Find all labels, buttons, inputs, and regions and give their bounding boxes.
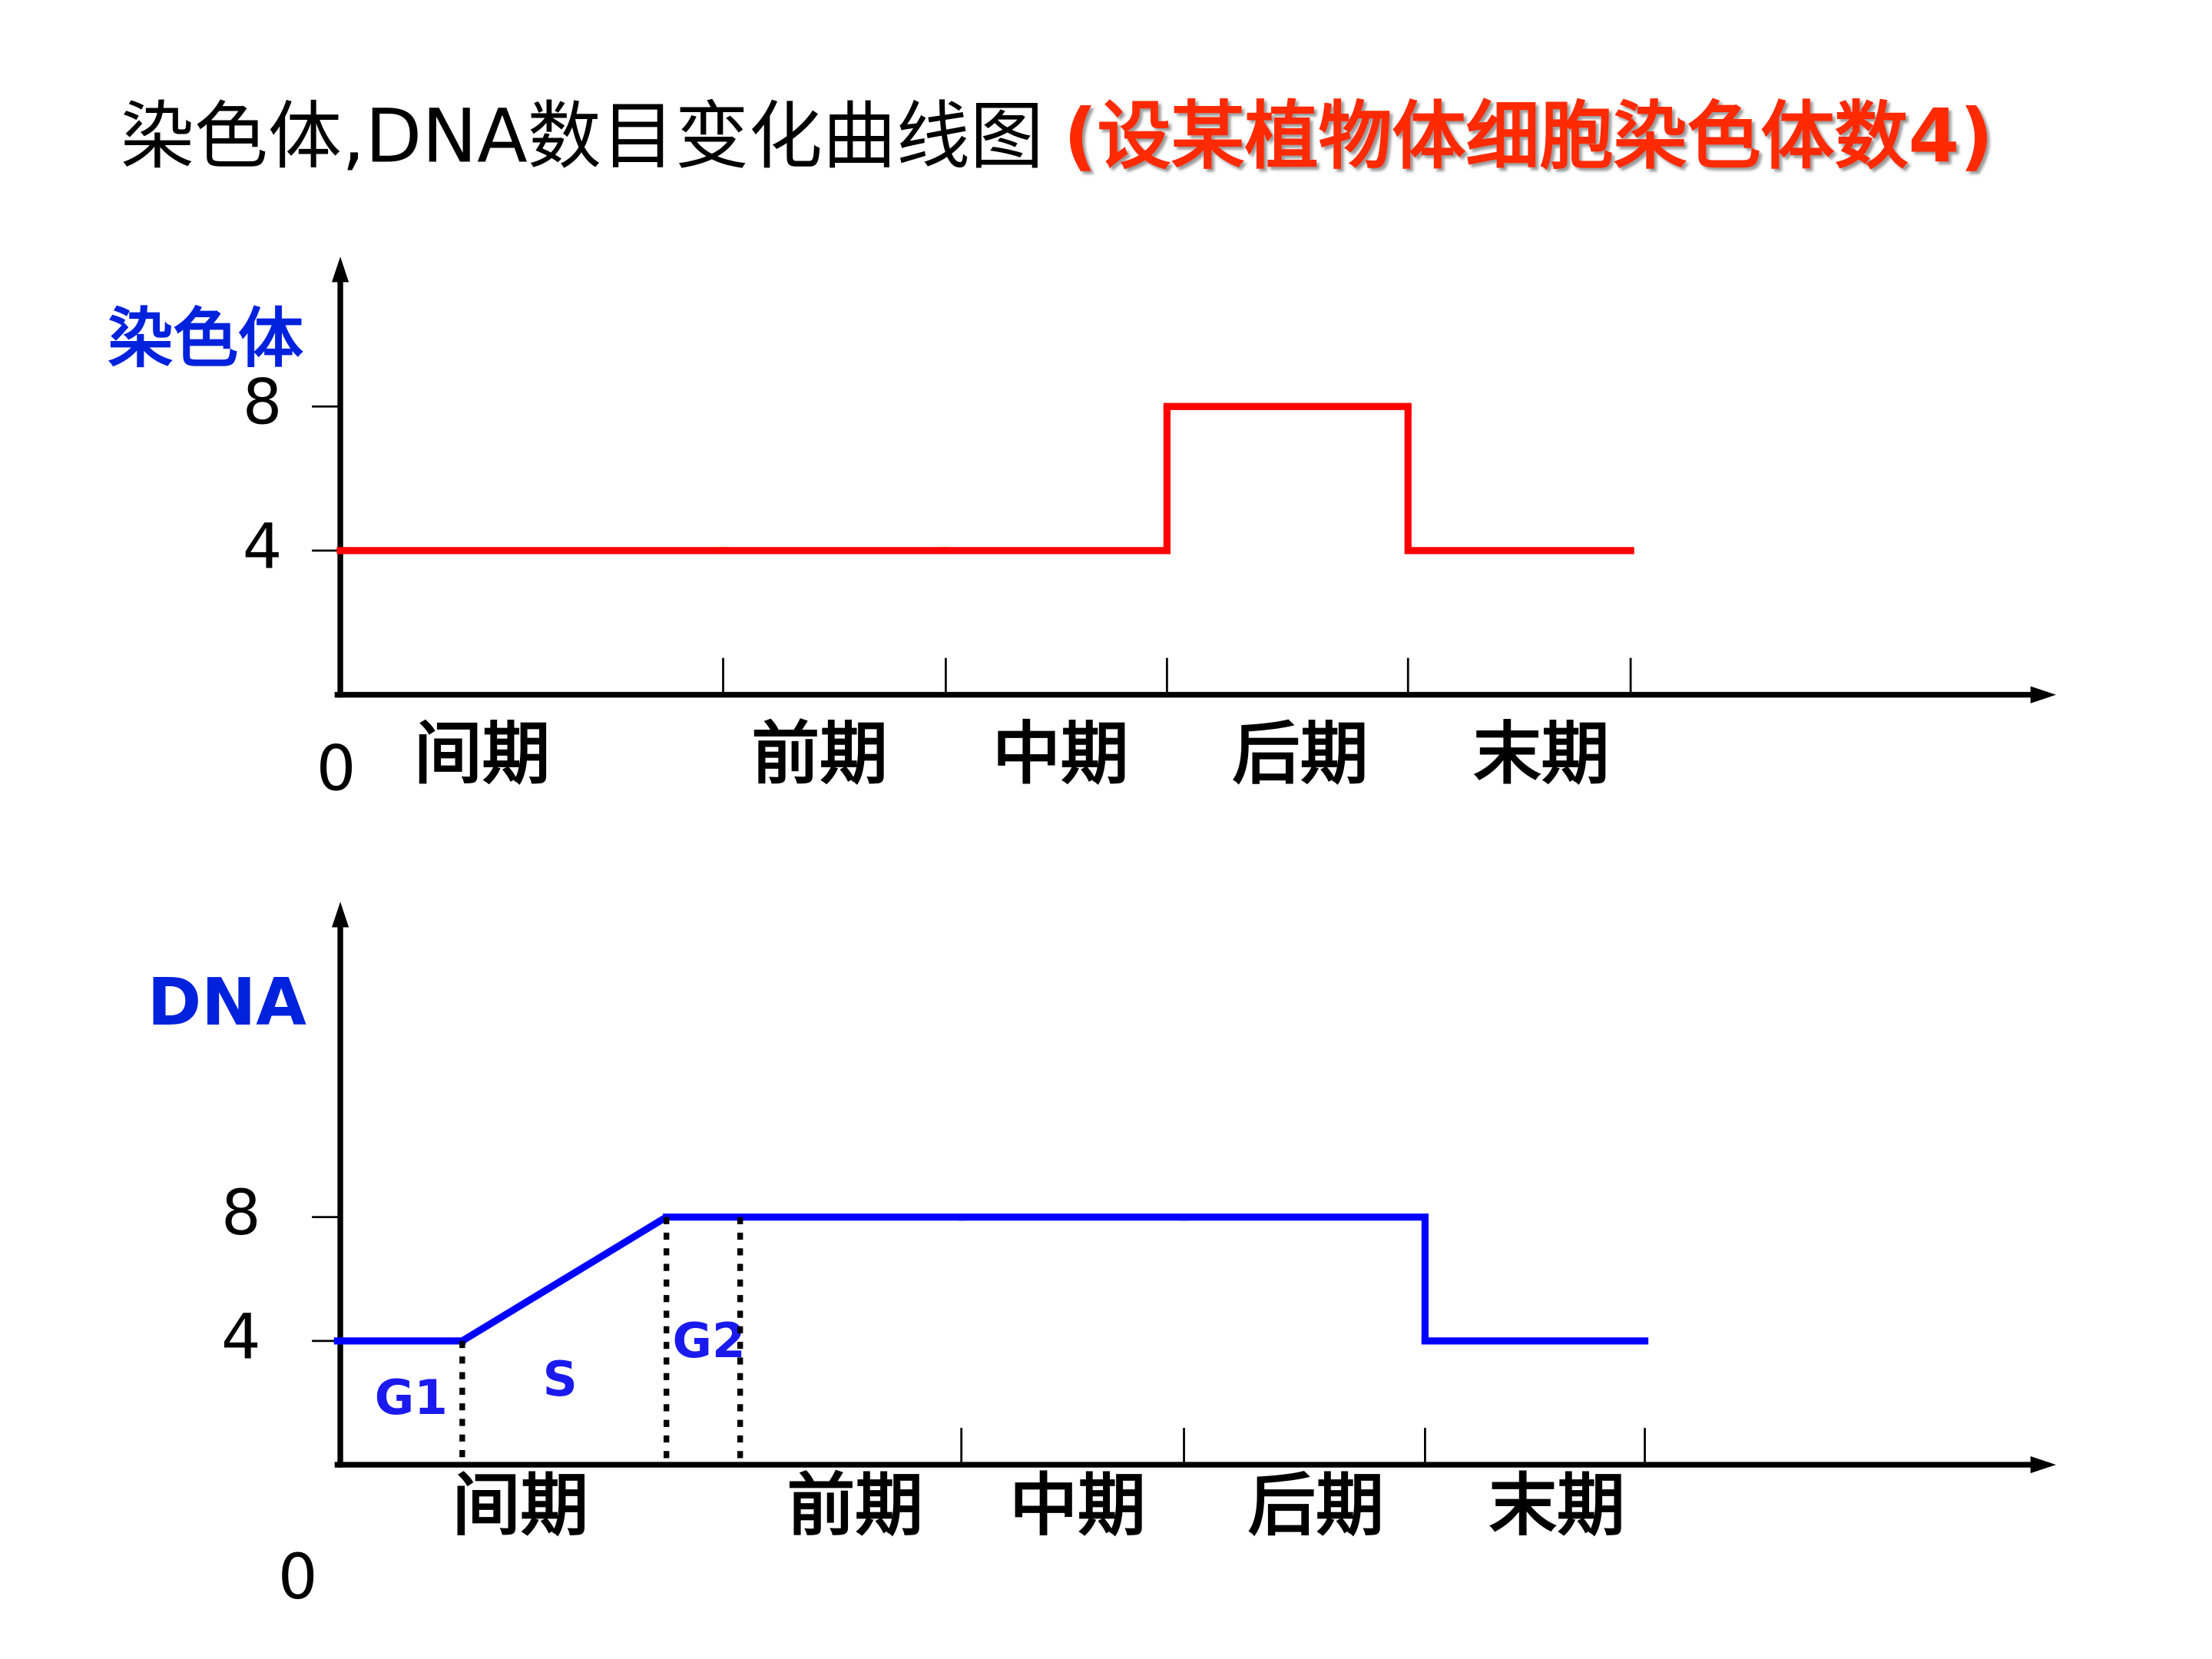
y-axis-label: DNA xyxy=(147,965,307,1041)
title-main: 染色体,DNA数目变化曲线图 xyxy=(121,94,1044,180)
ramp-segment xyxy=(459,1213,671,1345)
y-tick-label: 8 xyxy=(221,1177,261,1250)
y-axis-arrow xyxy=(332,257,349,283)
y-tick-label: 8 xyxy=(243,367,283,439)
y-axis-arrow xyxy=(332,902,349,928)
stage-label: G1 xyxy=(375,1369,448,1426)
x-axis-arrow xyxy=(2030,686,2056,704)
x-tick-label: 末期 xyxy=(1488,1466,1624,1545)
y-tick-label: 4 xyxy=(221,1301,261,1373)
x-axis-arrow xyxy=(2030,1456,2056,1474)
x-tick-label: 后期 xyxy=(1248,1466,1384,1545)
x-tick-label: 中期 xyxy=(992,714,1128,793)
stage-label: S xyxy=(543,1351,578,1407)
stage-label: G2 xyxy=(672,1313,745,1369)
y-tick-label: 0 xyxy=(278,1541,318,1614)
chart-title: 染色体,DNA数目变化曲线图 (设某植物体细胞染色体数4) xyxy=(121,94,1993,180)
x-tick-label: 间期 xyxy=(452,1466,588,1545)
x-tick-label: 前期 xyxy=(787,1466,923,1545)
x-tick-label: 后期 xyxy=(1232,714,1368,793)
subtitle: (设某植物体细胞染色体数4) xyxy=(1064,94,1994,180)
x-tick-label: 末期 xyxy=(1473,714,1609,793)
y-tick-label: 0 xyxy=(316,733,356,806)
y-axis-label: 染色体 xyxy=(108,301,303,377)
x-tick-label: 间期 xyxy=(414,714,550,793)
x-tick-label: 前期 xyxy=(751,714,887,793)
y-tick-label: 4 xyxy=(243,511,283,583)
x-tick-label: 中期 xyxy=(1009,1466,1145,1545)
